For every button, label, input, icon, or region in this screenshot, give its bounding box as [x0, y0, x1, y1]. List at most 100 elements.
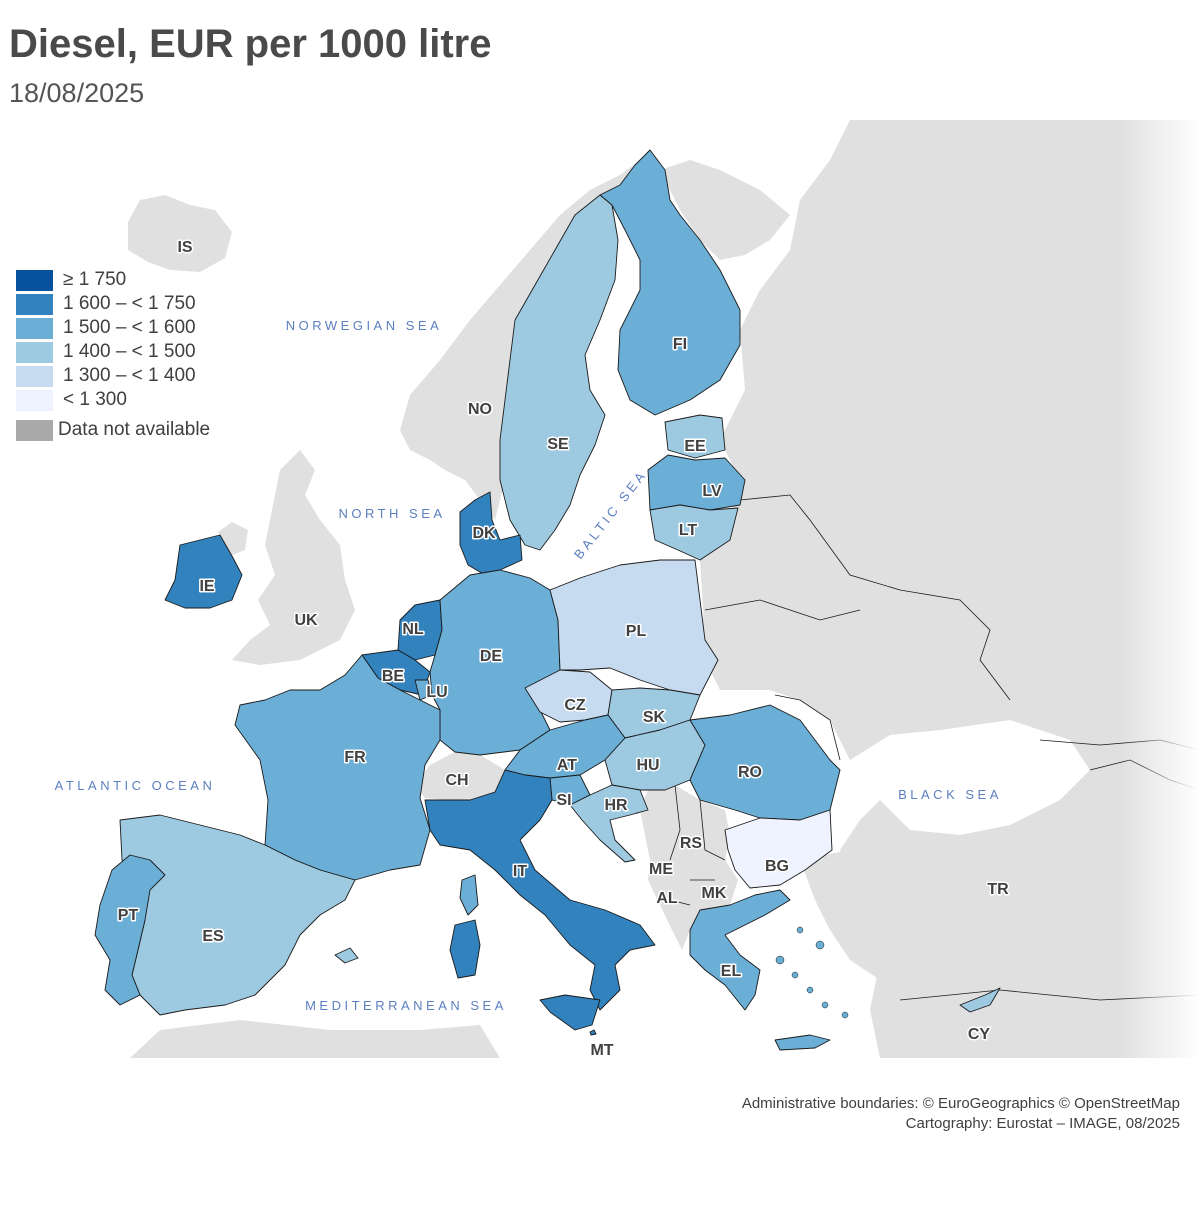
- label-me: ME: [649, 861, 673, 878]
- aegean-islands: [775, 926, 849, 1019]
- label-rs: RS: [680, 835, 703, 852]
- label-lu: LU: [426, 684, 447, 701]
- land-iceland: [128, 195, 232, 272]
- island: [796, 926, 804, 934]
- legend-label: < 1 300: [63, 389, 127, 410]
- label-is: IS: [177, 239, 192, 256]
- label-no: NO: [468, 401, 492, 418]
- legend-swatch: [16, 293, 53, 315]
- label-lt: LT: [679, 522, 698, 539]
- country-dk: [459, 491, 523, 576]
- legend-label: 1 600 – < 1 750: [63, 293, 196, 314]
- label-mk: MK: [702, 885, 727, 902]
- label-pt: PT: [118, 907, 139, 924]
- label-hr: HR: [604, 797, 628, 814]
- island: [841, 1011, 849, 1019]
- country-it: [424, 769, 656, 1011]
- land-uk: [232, 450, 355, 665]
- legend-swatch: [16, 389, 53, 411]
- label-tr: TR: [987, 881, 1009, 898]
- country-fi: [599, 149, 741, 416]
- label-nl: NL: [402, 621, 424, 638]
- island: [815, 940, 825, 950]
- label-mt: MT: [590, 1042, 613, 1058]
- border-belarus-ukraine: [704, 599, 861, 621]
- country-it-sicily: [539, 994, 601, 1031]
- land-kola: [660, 160, 790, 260]
- label-fr: FR: [344, 749, 366, 766]
- credits: Administrative boundaries: © EuroGeograp…: [742, 1094, 1180, 1134]
- legend-item-na: Data not available: [16, 418, 210, 442]
- legend-swatch: [16, 317, 53, 339]
- country-ie: [164, 534, 243, 609]
- country-ee: [664, 414, 726, 459]
- sea-baltic: BALTIC SEA: [571, 467, 650, 562]
- legend-item: 1 300 – < 1 400: [16, 364, 210, 388]
- country-cy: [959, 987, 1001, 1013]
- label-be: BE: [382, 668, 405, 685]
- legend-label: 1 300 – < 1 400: [63, 365, 196, 386]
- label-it: IT: [513, 863, 527, 880]
- border-moldova: [774, 694, 841, 761]
- country-lv: [647, 454, 746, 511]
- label-uk: UK: [294, 612, 318, 629]
- label-se: SE: [547, 436, 569, 453]
- country-ro: [689, 704, 841, 821]
- country-se: [499, 194, 619, 551]
- land-north-africa: [130, 1020, 500, 1058]
- legend-label: 1 400 – < 1 500: [63, 341, 196, 362]
- land-norway: [400, 160, 650, 520]
- label-ee: EE: [684, 438, 706, 455]
- border-ukraine-russia: [739, 494, 1011, 701]
- sea-north: NORTH SEA: [338, 506, 445, 521]
- legend-swatch: [16, 365, 53, 387]
- legend-swatch: [16, 341, 53, 363]
- legend-item: 1 500 – < 1 600: [16, 316, 210, 340]
- land-balkans: [640, 785, 738, 950]
- legend-swatch: [16, 419, 53, 441]
- island: [791, 971, 799, 979]
- label-bg: BG: [765, 858, 789, 875]
- country-es-balearic: [334, 947, 359, 964]
- label-es: ES: [202, 928, 224, 945]
- land-northern-ireland: [218, 522, 248, 556]
- legend-label: 1 500 – < 1 600: [63, 317, 196, 338]
- legend-swatch: [16, 269, 53, 291]
- land-switzerland: [415, 752, 505, 800]
- map-area: IS NO SE FI EE LV LT DK IE UK NL BE LU D…: [0, 118, 1200, 1058]
- label-cz: CZ: [564, 697, 586, 714]
- label-dk: DK: [472, 525, 496, 542]
- sea-black: BLACK SEA: [898, 787, 1002, 802]
- country-el-crete: [774, 1034, 831, 1051]
- legend: ≥ 1 750 1 600 – < 1 750 1 500 – < 1 600 …: [16, 268, 210, 442]
- country-hr: [569, 784, 649, 863]
- label-lv: LV: [702, 483, 722, 500]
- label-cy: CY: [968, 1026, 991, 1043]
- label-hu: HU: [636, 757, 659, 774]
- outside-land: [128, 120, 1200, 1058]
- map-date: 18/08/2025: [9, 78, 145, 108]
- label-el: EL: [721, 963, 742, 980]
- island: [821, 1001, 829, 1009]
- label-sk: SK: [643, 709, 666, 726]
- country-bg: [724, 809, 833, 889]
- island: [775, 955, 785, 965]
- legend-item: 1 400 – < 1 500: [16, 340, 210, 364]
- label-ie: IE: [199, 578, 214, 595]
- country-pt: [94, 854, 166, 1006]
- label-fi: FI: [673, 336, 687, 353]
- country-it-sardinia: [449, 919, 481, 979]
- country-mt: [589, 1029, 597, 1036]
- map-title: Diesel, EUR per 1000 litre: [9, 22, 492, 66]
- country-labels: IS NO SE FI EE LV LT DK IE UK NL BE LU D…: [116, 238, 1010, 1059]
- label-pl: PL: [626, 623, 647, 640]
- label-at: AT: [557, 757, 577, 774]
- land-russia-east: [700, 120, 1200, 1058]
- eu-countries: [94, 149, 1001, 1051]
- country-el: [689, 889, 791, 1011]
- map-fade: [1120, 118, 1200, 1058]
- label-si: SI: [556, 792, 571, 809]
- land-ukraine: [700, 540, 1040, 760]
- country-lt: [649, 504, 739, 561]
- sea-norwegian: NORWEGIAN SEA: [286, 318, 443, 333]
